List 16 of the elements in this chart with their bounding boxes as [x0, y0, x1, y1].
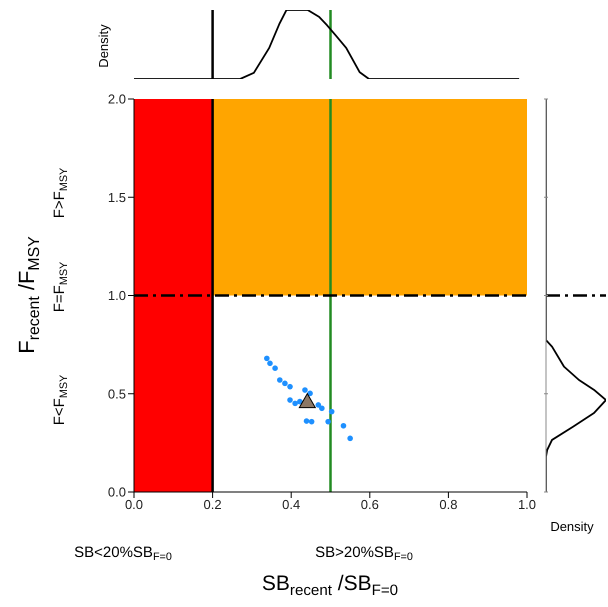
x-tick-label: 0.0 — [124, 497, 144, 512]
y-tick-label: 0.5 — [108, 386, 126, 402]
x-axis-title: SB$_{recent}$ /SB$_{F=0}$ — [262, 572, 398, 598]
y-tick-label: 0.0 — [108, 484, 126, 500]
y-tick-label: 2.0 — [108, 92, 126, 107]
y-tick-label: 1.0 — [108, 288, 126, 304]
y-tick-label: 1.5 — [108, 190, 126, 205]
x-axis-title: Density — [550, 519, 594, 534]
text: SB>20%SB$_{F=0}$ — [315, 544, 413, 564]
text: SB<20%SB$_{F=0}$ — [74, 544, 172, 564]
x-tick-label: 0.2 — [204, 497, 222, 512]
x-tick-label: 0.8 — [439, 497, 458, 512]
x-tick-label: 1.0 — [518, 497, 536, 512]
x-tick-label: 0.4 — [282, 497, 300, 512]
y-axis-title: Density — [96, 24, 111, 68]
x-tick-label: 0.6 — [360, 497, 379, 512]
